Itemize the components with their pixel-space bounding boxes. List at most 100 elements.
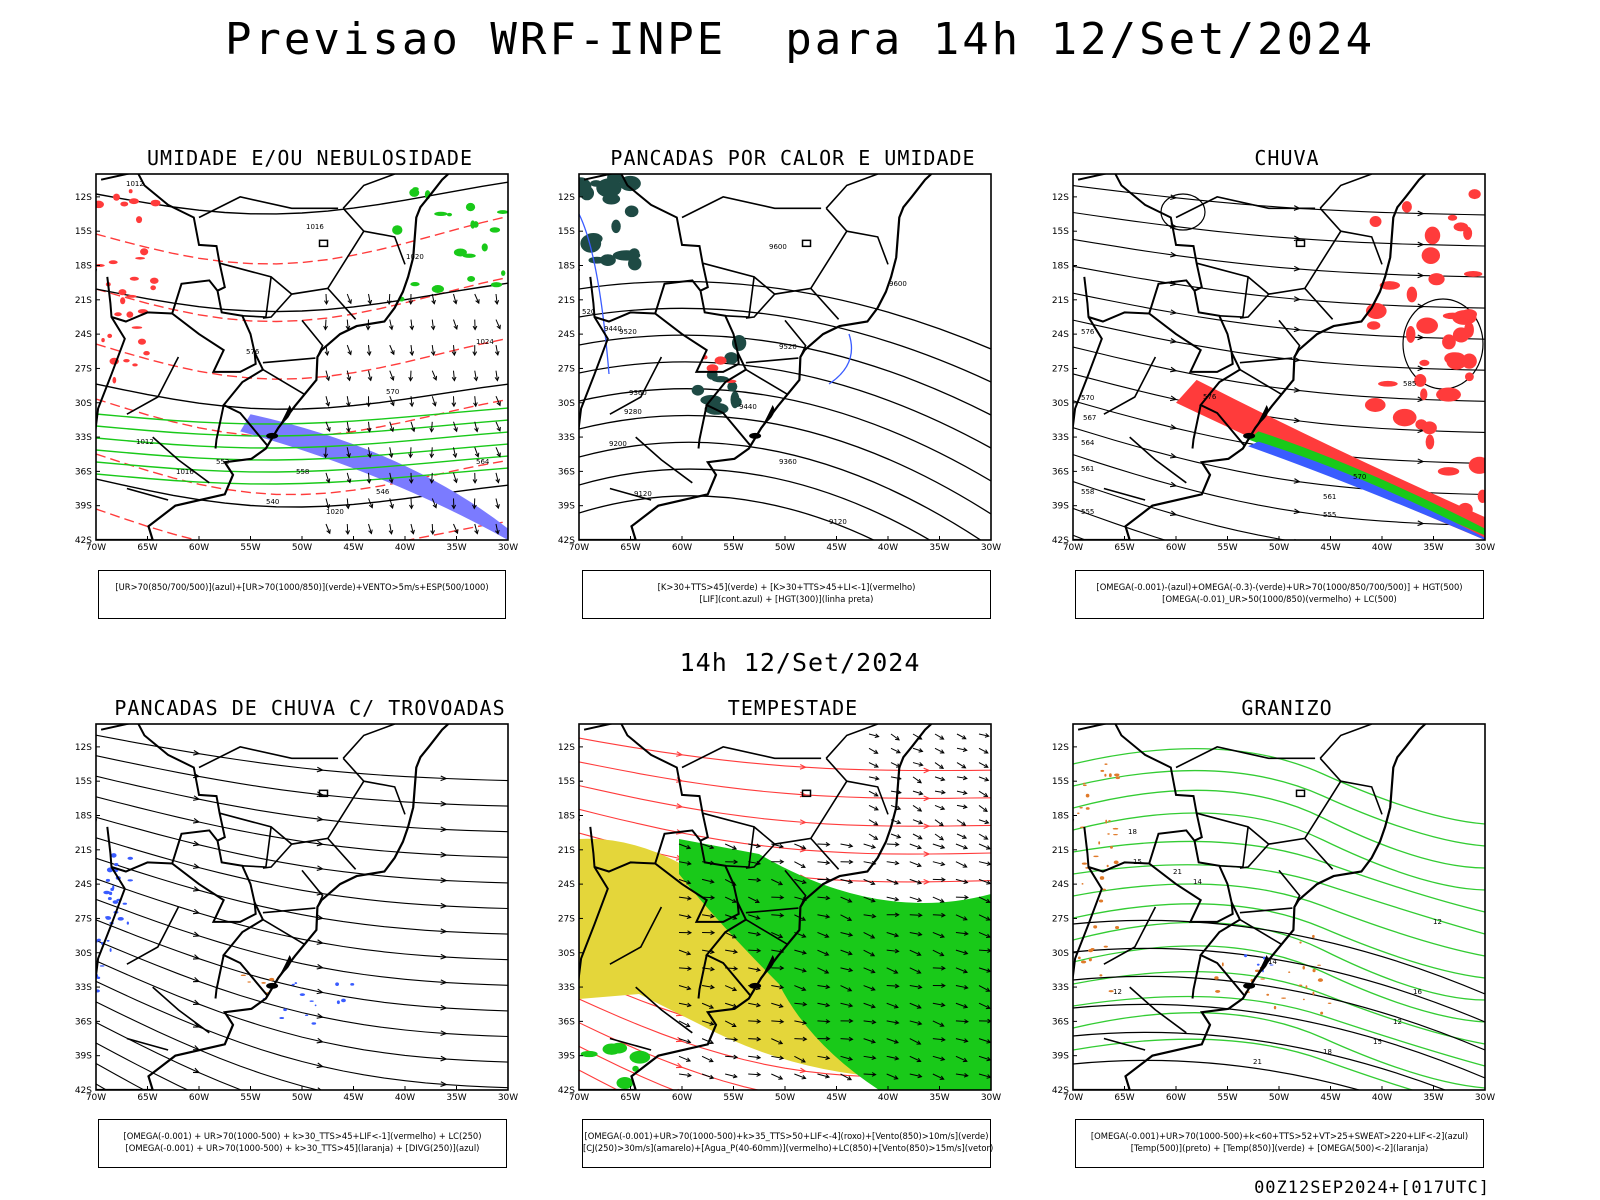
wind-vector-head	[733, 949, 739, 954]
shaded-area	[462, 253, 476, 258]
wind-vector-head	[754, 898, 760, 904]
wind-vector	[495, 370, 498, 381]
wind-vector	[794, 1073, 806, 1079]
wind-vector	[956, 833, 967, 839]
contour-label: 12	[1113, 988, 1122, 996]
wind-vector	[678, 1055, 691, 1062]
coastline	[1073, 174, 1427, 540]
streamline-arrow	[1293, 417, 1302, 424]
wind-vector-head	[917, 1073, 923, 1079]
country-border	[96, 826, 126, 984]
shaded-area	[114, 863, 119, 867]
contour-label: 9440	[739, 403, 757, 411]
map-content	[579, 724, 991, 1090]
wind-vector-head	[893, 880, 899, 885]
state-border	[745, 357, 799, 364]
country-border	[1088, 311, 1150, 323]
wind-vector-head	[496, 452, 501, 458]
streamline	[96, 816, 508, 884]
streamline-arrow	[1293, 387, 1302, 393]
state-border	[825, 174, 878, 209]
wind-vector-head	[496, 426, 501, 432]
shaded-area	[109, 948, 112, 952]
wind-vector-head	[390, 401, 395, 407]
streamline-arrow	[316, 1037, 324, 1044]
wind-vector-head	[756, 931, 762, 937]
lon-label: 50W	[1269, 543, 1289, 553]
wind-vector-head	[451, 504, 457, 510]
wind-vector-head	[941, 877, 946, 882]
country-border	[583, 724, 709, 842]
legend-box: [OMEGA(-0.001)-(azul)+OMEGA(-0.3)-(verde…	[1075, 570, 1484, 619]
lagoon	[1256, 405, 1269, 426]
streamline-arrow	[192, 818, 201, 824]
wind-vector	[978, 896, 991, 903]
shaded-area	[1093, 925, 1098, 929]
wind-vector-head	[963, 1004, 969, 1009]
country-border	[1088, 861, 1150, 873]
wind-vector-head	[367, 299, 373, 305]
wind-vector	[368, 421, 371, 432]
wind-vector	[346, 344, 352, 355]
state-border	[1239, 293, 1270, 319]
contour-label: 561	[1323, 493, 1336, 501]
wind-vector-head	[986, 933, 991, 939]
wind-vector	[909, 843, 922, 849]
wind-vector-head	[894, 842, 900, 847]
shaded-area	[711, 376, 729, 383]
lon-label: 50W	[1269, 1093, 1289, 1103]
contour-label: 21	[1253, 1058, 1262, 1066]
streamline-arrow	[1169, 453, 1178, 459]
lat-label: 12S	[1052, 193, 1069, 203]
shaded-area	[1392, 408, 1417, 427]
wind-vector	[955, 949, 968, 955]
wind-vector-head	[756, 877, 762, 883]
streamline-arrow	[192, 976, 201, 983]
wind-vector	[932, 843, 945, 849]
wind-vector-head	[410, 529, 415, 535]
wind-vector-head	[779, 984, 785, 990]
wind-vector	[840, 949, 852, 955]
streamline-arrow	[440, 979, 448, 986]
state-border	[262, 843, 293, 869]
lat-label: 30S	[558, 399, 575, 409]
country-border	[222, 901, 268, 996]
lagoon	[762, 405, 775, 426]
shaded-area	[410, 282, 420, 287]
shaded-area	[96, 200, 104, 209]
country-border	[214, 954, 225, 999]
state-border	[745, 843, 776, 869]
contour-label: 9120	[634, 490, 652, 498]
wind-vector-head	[452, 299, 458, 305]
streamline-arrow	[1169, 481, 1178, 488]
shaded-area	[465, 202, 476, 212]
state-border	[262, 357, 316, 364]
streamline	[1073, 265, 1485, 309]
wind-vector	[346, 319, 349, 330]
shaded-area	[1428, 273, 1445, 286]
lat-label: 27S	[1052, 364, 1069, 374]
wind-vector-head	[346, 402, 351, 408]
wind-vector-head	[801, 1074, 807, 1080]
state-border	[609, 1037, 652, 1051]
wind-vector	[912, 733, 922, 740]
shaded-area	[1302, 998, 1305, 1001]
rain-band	[1248, 441, 1485, 540]
state-border	[198, 746, 339, 769]
shaded-area	[1452, 327, 1470, 343]
wind-vector-head	[825, 895, 831, 901]
shaded-area	[311, 1022, 317, 1025]
state-border	[1239, 368, 1283, 396]
shaded-area	[126, 921, 129, 925]
shaded-area	[1437, 467, 1460, 476]
wind-vector	[431, 293, 435, 304]
wind-vector-head	[494, 350, 500, 356]
streamline	[1073, 211, 1485, 247]
shaded-area	[501, 270, 506, 276]
wind-vector-head	[346, 427, 351, 433]
wind-vector	[724, 1020, 737, 1027]
state-border	[363, 780, 406, 815]
shaded-area	[1460, 309, 1477, 320]
state-border	[1239, 843, 1270, 869]
contour-label: 16	[1413, 988, 1422, 996]
